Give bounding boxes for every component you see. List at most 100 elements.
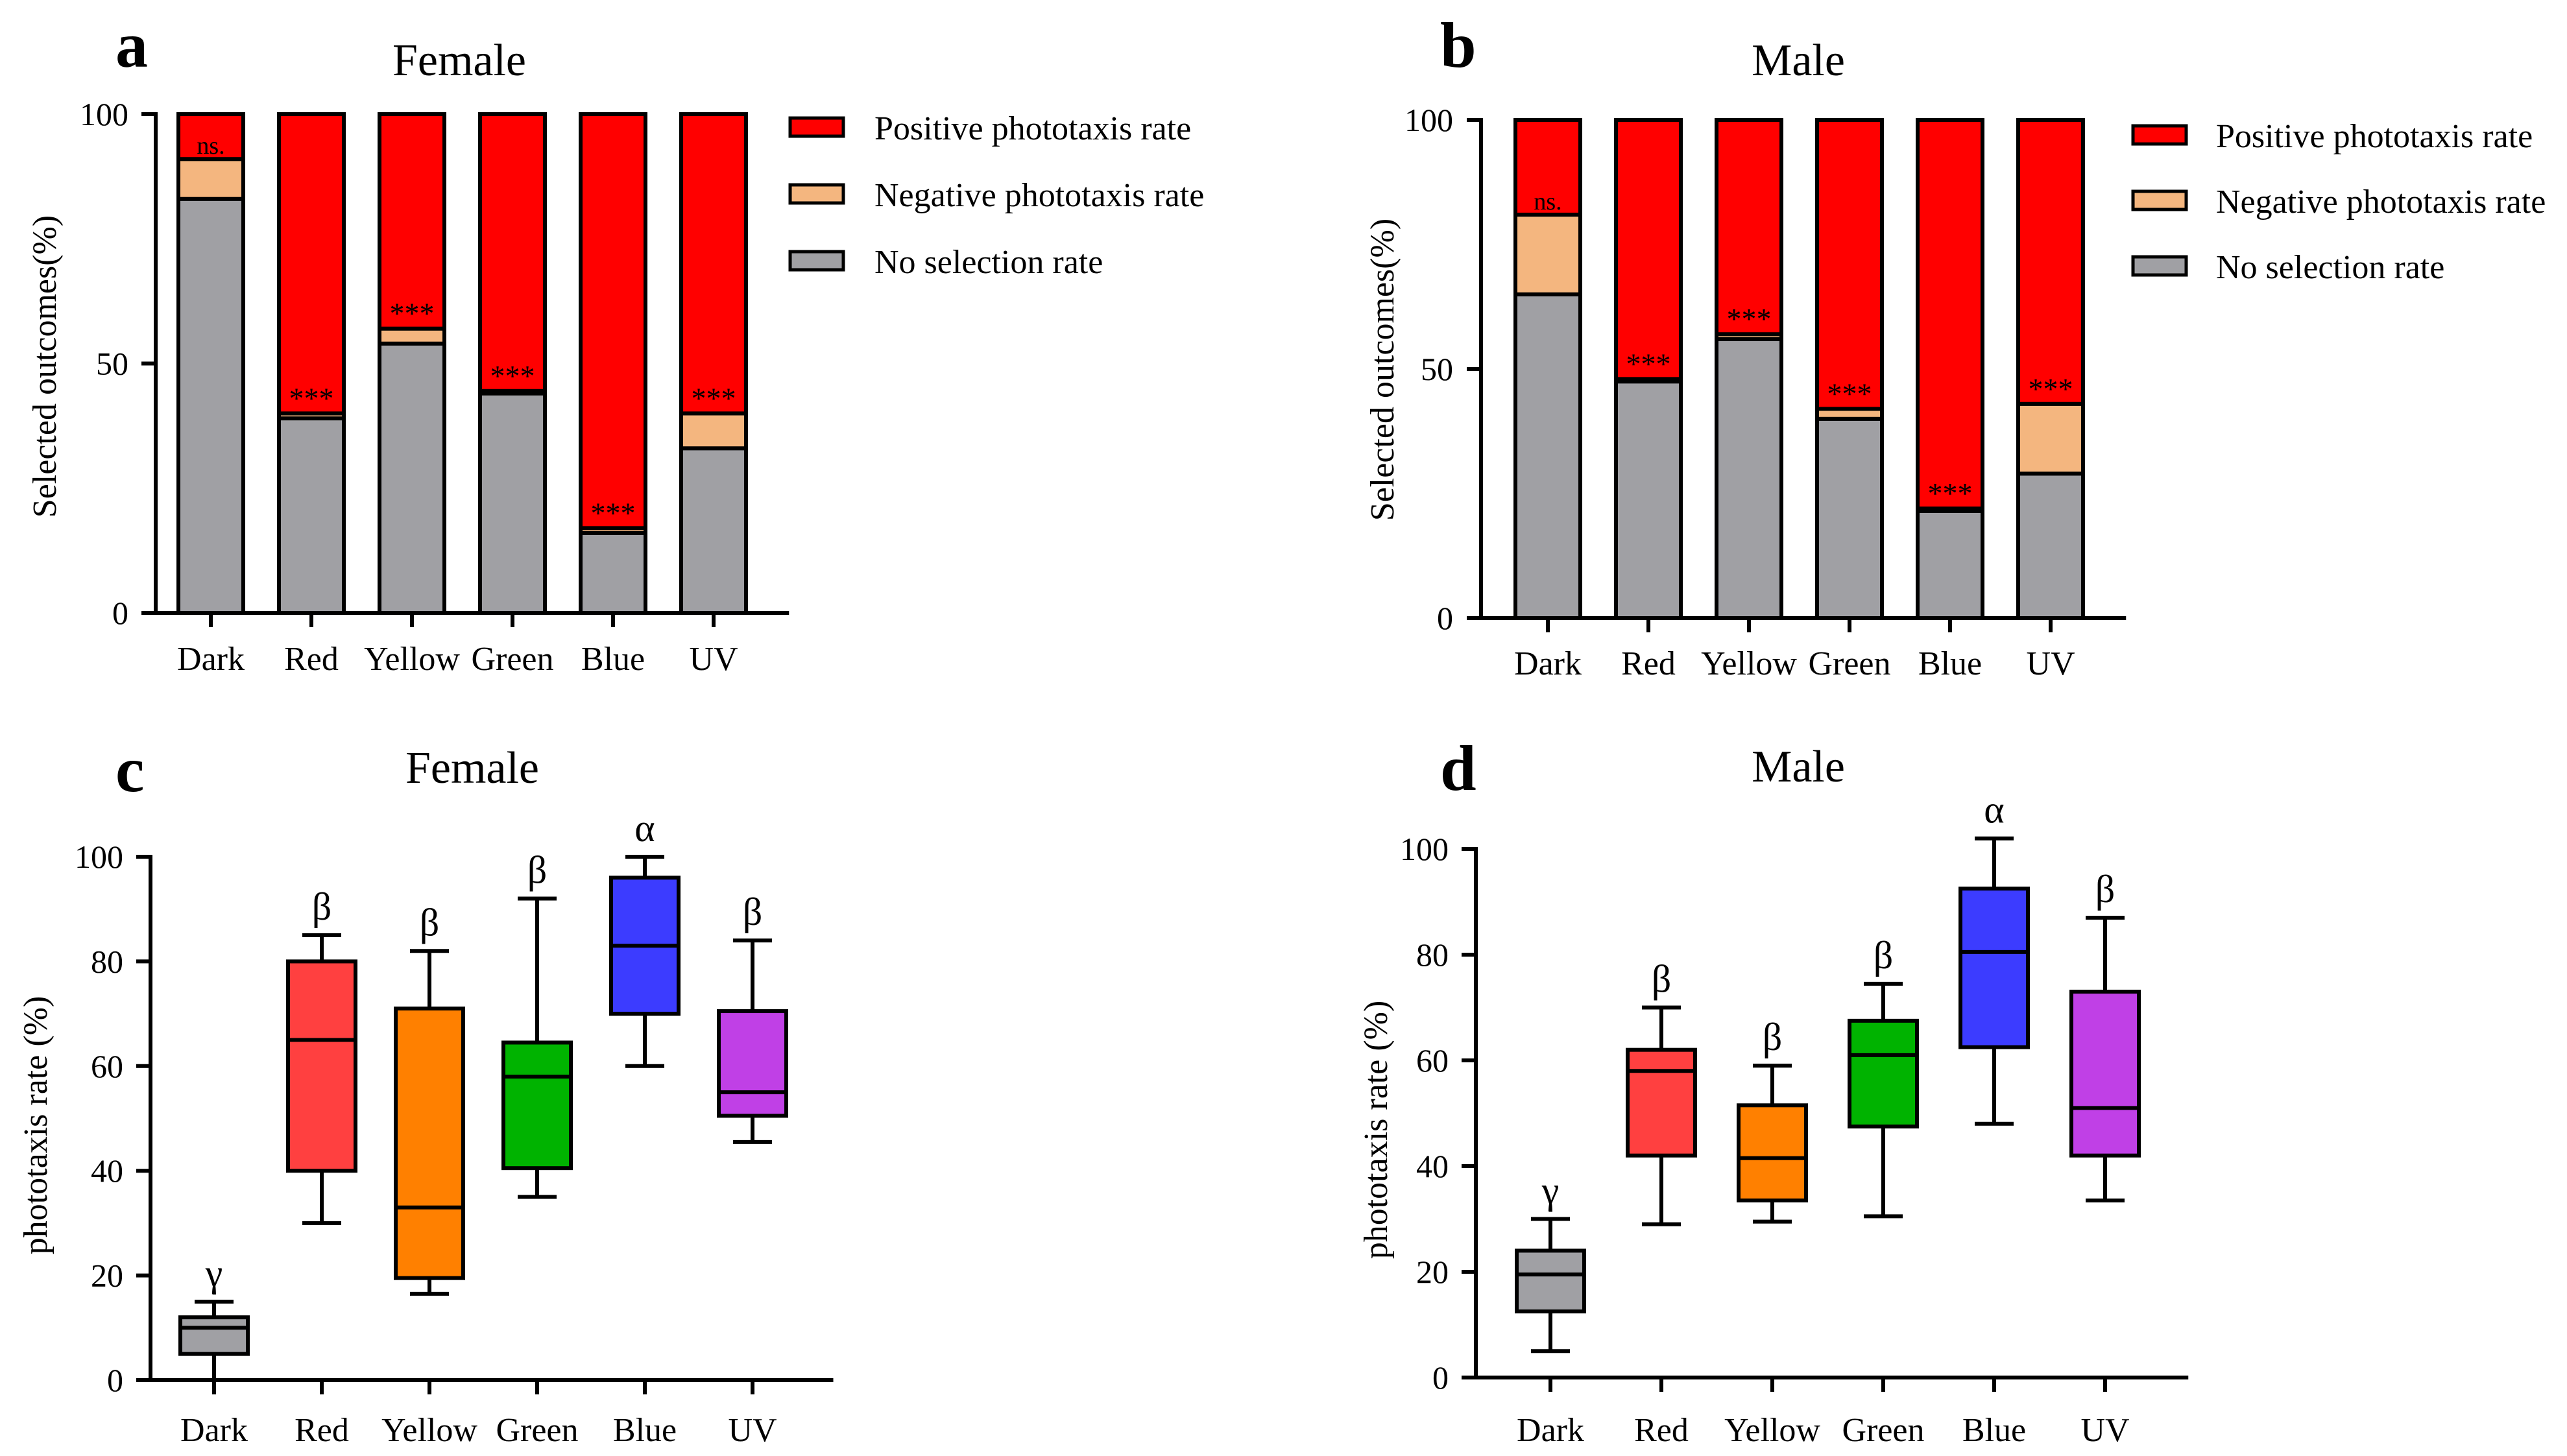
bar-positive-blue — [1916, 118, 1984, 511]
panel-d-title: Male — [1752, 742, 1845, 792]
significance-letter-uv: β — [2095, 868, 2115, 911]
panel-c-ylabel: phototaxis rate (%) — [18, 996, 54, 1255]
x-tick-label-yellow: Yellow — [364, 641, 460, 678]
panel-b-ylabel: Selected outcomes(%) — [1364, 219, 1401, 521]
panel-letter-c: c — [115, 734, 144, 806]
x-tick-label-dark: Dark — [180, 1412, 248, 1449]
x-tick-label-red: Red — [1621, 645, 1676, 682]
significance-annotation-blue: *** — [1928, 477, 1973, 510]
bar-positive-uv — [2016, 118, 2085, 406]
x-tick-label-blue: Blue — [1918, 645, 1982, 682]
x-tick-label-red: Red — [1634, 1412, 1689, 1449]
legend-swatch-positive — [788, 116, 845, 138]
significance-letter-blue: α — [634, 807, 655, 850]
y-tick-label: 100 — [75, 839, 123, 875]
x-tick-label-uv: UV — [2026, 645, 2075, 682]
x-tick-label-dark: Dark — [1517, 1412, 1584, 1449]
bar-none-dark — [176, 197, 245, 615]
bar-negative-uv — [2016, 401, 2085, 476]
significance-annotation-blue: *** — [591, 496, 636, 529]
x-tick-label-blue: Blue — [1962, 1412, 2026, 1449]
bar-none-red — [277, 416, 346, 615]
legend-label-none: No selection rate — [874, 244, 1103, 281]
significance-annotation-yellow: *** — [390, 297, 435, 330]
y-tick-label: 40 — [91, 1152, 123, 1189]
legend-swatch-none — [2131, 255, 2188, 277]
box-uv — [2069, 990, 2141, 1158]
box-red — [1626, 1047, 1697, 1158]
panel-b-legend: Positive phototaxis rate Negative photot… — [2131, 118, 2546, 286]
bar-none-green — [1815, 416, 1884, 620]
panel-b-male-stacked-bar: b Male Selected outcomes(%) Positive pho… — [1364, 9, 2546, 682]
x-tick-label-yellow: Yellow — [1724, 1412, 1820, 1449]
legend-label-positive: Positive phototaxis rate — [2216, 118, 2533, 155]
significance-letter-green: β — [1874, 934, 1894, 977]
panel-d-male-boxplot: d Male phototaxis rate (%) 0 20 40 60 80 100 D… — [1358, 732, 2189, 1449]
y-tick-label: 0 — [1437, 600, 1453, 636]
legend-swatch-negative — [788, 183, 845, 205]
significance-annotation-yellow: *** — [1727, 302, 1772, 335]
significance-annotation-green: *** — [1827, 377, 1872, 410]
bar-positive-red — [277, 112, 346, 416]
y-tick-label: 0 — [1432, 1359, 1449, 1396]
significance-annotation-green: *** — [490, 359, 535, 392]
bar-positive-red — [1614, 118, 1683, 381]
significance-annotation-dark: ns. — [1534, 188, 1561, 215]
bar-negative-dark — [176, 157, 245, 201]
box-green — [1848, 1018, 1919, 1128]
panel-a-title: Female — [392, 36, 526, 86]
x-tick-label-dark: Dark — [177, 641, 245, 678]
y-tick-label: 80 — [91, 943, 123, 979]
significance-letter-yellow: β — [1763, 1016, 1783, 1058]
significance-annotation-uv: *** — [692, 381, 736, 414]
panel-c-female-boxplot: c Female phototaxis rate (%) 0 20 40 60 80 10… — [18, 734, 834, 1449]
x-tick-label-blue: Blue — [581, 641, 645, 678]
significance-letter-uv: β — [743, 890, 763, 933]
significance-letter-dark: γ — [1541, 1169, 1560, 1212]
bar-none-uv — [679, 446, 748, 615]
box-blue — [1958, 887, 2030, 1049]
x-tick-label-uv: UV — [2080, 1412, 2129, 1449]
box-dark — [1515, 1248, 1586, 1314]
box-dark — [178, 1315, 250, 1356]
significance-annotation-dark: ns. — [197, 132, 224, 160]
panel-a-legend: Positive phototaxis rate Negative photot… — [788, 110, 1204, 281]
panel-c-title: Female — [405, 743, 539, 793]
x-tick-label-red: Red — [295, 1412, 349, 1449]
bar-none-blue — [1916, 508, 1984, 620]
panel-letter-d: d — [1440, 732, 1476, 804]
x-tick-label-yellow: Yellow — [381, 1412, 477, 1449]
bar-positive-dark — [176, 112, 245, 161]
box-yellow — [394, 1007, 465, 1280]
panel-a-ylabel: Selected outcomes(%) — [27, 215, 64, 518]
y-tick-label: 100 — [1400, 831, 1449, 867]
bar-none-green — [478, 391, 547, 615]
panel-d-ylabel: phototaxis rate (%) — [1358, 1001, 1395, 1259]
box-red — [286, 959, 357, 1173]
bar-none-blue — [579, 531, 647, 615]
bar-negative-dark — [1513, 212, 1582, 296]
bar-positive-yellow — [378, 112, 446, 331]
y-tick-label: 60 — [91, 1048, 123, 1084]
x-tick-label-dark: Dark — [1514, 645, 1582, 682]
legend-label-negative: Negative phototaxis rate — [874, 177, 1204, 214]
x-tick-label-blue: Blue — [613, 1412, 677, 1449]
y-tick-label: 20 — [1416, 1254, 1449, 1290]
legend-swatch-negative — [2131, 189, 2188, 211]
bar-positive-dark — [1513, 118, 1582, 217]
significance-annotation-uv: *** — [2029, 372, 2073, 405]
x-tick-label-uv: UV — [689, 641, 738, 678]
significance-letter-green: β — [527, 849, 548, 892]
bar-none-red — [1614, 379, 1683, 620]
y-tick-label: 60 — [1416, 1042, 1449, 1079]
bar-positive-yellow — [1715, 118, 1783, 337]
legend-swatch-positive — [2131, 124, 2188, 146]
y-tick-label: 100 — [80, 96, 128, 132]
bar-negative-uv — [679, 411, 748, 451]
significance-letter-yellow: β — [420, 901, 440, 944]
legend-label-negative: Negative phototaxis rate — [2216, 184, 2546, 221]
x-tick-label-green: Green — [1842, 1412, 1924, 1449]
panel-letter-b: b — [1440, 9, 1476, 81]
bar-none-yellow — [378, 341, 446, 615]
